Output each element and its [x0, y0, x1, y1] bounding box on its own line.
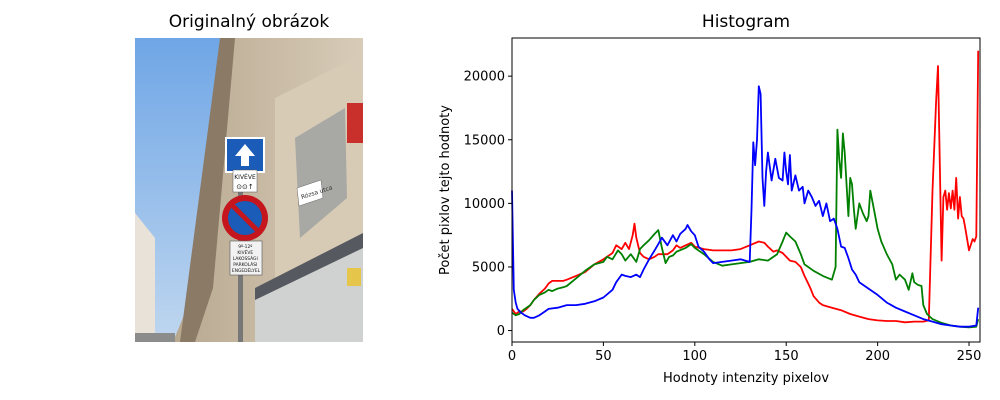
awning: [255, 233, 363, 300]
photo-title: Originalný obrázok: [168, 12, 330, 32]
x-tick-label: 50: [595, 349, 612, 364]
histogram-line-red: [511, 50, 980, 324]
kiveve-sign: [232, 169, 258, 193]
histogram-title: Histogram: [701, 12, 791, 32]
histogram-line-green: [511, 128, 980, 329]
y-tick-label: 20000: [464, 70, 505, 85]
y-tick-label: 5000: [472, 260, 505, 275]
arrow-up-icon: [235, 144, 255, 166]
y-tick-label: 0: [497, 324, 505, 339]
x-tick-label: 150: [774, 349, 799, 364]
y-tick-label: 10000: [464, 197, 505, 212]
parking-info-sign: [229, 240, 263, 276]
building-edge: [180, 38, 235, 342]
original-photo: Rózsa utca KIVÉVE ⊙⊙↑ 9º-12º KIVÉVE LAKO…: [135, 38, 363, 342]
histogram-line-blue: [511, 85, 980, 328]
x-tick-label: 0: [508, 349, 516, 364]
x-tick-label: 100: [682, 349, 707, 364]
red-banner: [347, 103, 363, 143]
x-tick-label: 200: [865, 349, 890, 364]
plot-frame: [511, 37, 981, 343]
window-shutters: [295, 108, 347, 238]
street-name-sign: [296, 179, 324, 207]
yellow-sign: [347, 268, 361, 286]
street: [135, 333, 175, 342]
bicycle-icon: ⊙⊙↑: [236, 183, 254, 191]
y-axis-label: Počet pixlov tejto hodnoty: [438, 105, 453, 275]
x-axis-label: Hodnoty intenzity pixelov: [663, 371, 829, 386]
kiveve-text: KIVÉVE: [234, 173, 256, 181]
parking-info-text: 9º-12º KIVÉVE LAKOSSÁGI PARKOLÁSI ENGEDÉ…: [232, 244, 261, 274]
x-tick-label: 250: [957, 349, 982, 364]
far-building: [135, 213, 155, 342]
shop-front: [255, 238, 363, 342]
y-tick-label: 15000: [464, 133, 505, 148]
